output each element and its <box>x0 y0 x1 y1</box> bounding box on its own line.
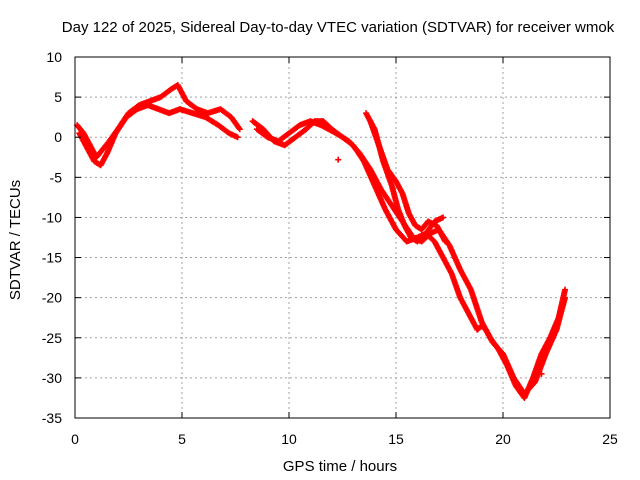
y-tick-label: 10 <box>46 49 62 65</box>
y-tick-label: -15 <box>42 250 62 266</box>
data-point <box>236 126 243 133</box>
data-point <box>234 134 241 141</box>
x-tick-label: 20 <box>495 431 511 447</box>
y-tick-label: -35 <box>42 410 62 426</box>
axis-ticks <box>74 56 611 419</box>
x-axis-label: GPS time / hours <box>283 458 397 475</box>
data-points-layer <box>74 82 569 401</box>
outlier-points <box>335 156 545 377</box>
series-track-f <box>367 118 449 245</box>
x-tick-label: 5 <box>178 431 186 447</box>
data-point <box>442 238 449 245</box>
y-axis-label: SDTVAR / TECUs <box>7 180 24 300</box>
plot-border <box>74 56 611 419</box>
x-tick-label: 15 <box>388 431 404 447</box>
grid-lines <box>75 57 610 418</box>
chart-title: Day 122 of 2025, Sidereal Day-to-day VTE… <box>62 19 615 36</box>
y-tick-label: -25 <box>42 330 62 346</box>
y-tick-label: 0 <box>54 129 62 145</box>
x-tick-label: 25 <box>602 431 618 447</box>
y-tick-label: -20 <box>42 290 62 306</box>
x-tick-label: 10 <box>281 431 297 447</box>
x-tick-label: 0 <box>71 431 79 447</box>
y-tick-labels: 10 5 0 -5 -10 -15 -20 -25 -30 -35 <box>42 49 62 426</box>
y-tick-label: -10 <box>42 209 62 225</box>
data-point <box>440 214 447 221</box>
y-tick-label: -5 <box>50 169 63 185</box>
series-track-b <box>76 102 241 169</box>
data-point <box>562 286 569 293</box>
data-point <box>335 156 342 163</box>
data-point <box>538 370 545 377</box>
y-tick-label: -30 <box>42 370 62 386</box>
y-tick-label: 5 <box>54 89 62 105</box>
x-tick-labels: 0 5 10 15 20 25 <box>71 431 618 447</box>
series-track-d <box>253 118 569 401</box>
